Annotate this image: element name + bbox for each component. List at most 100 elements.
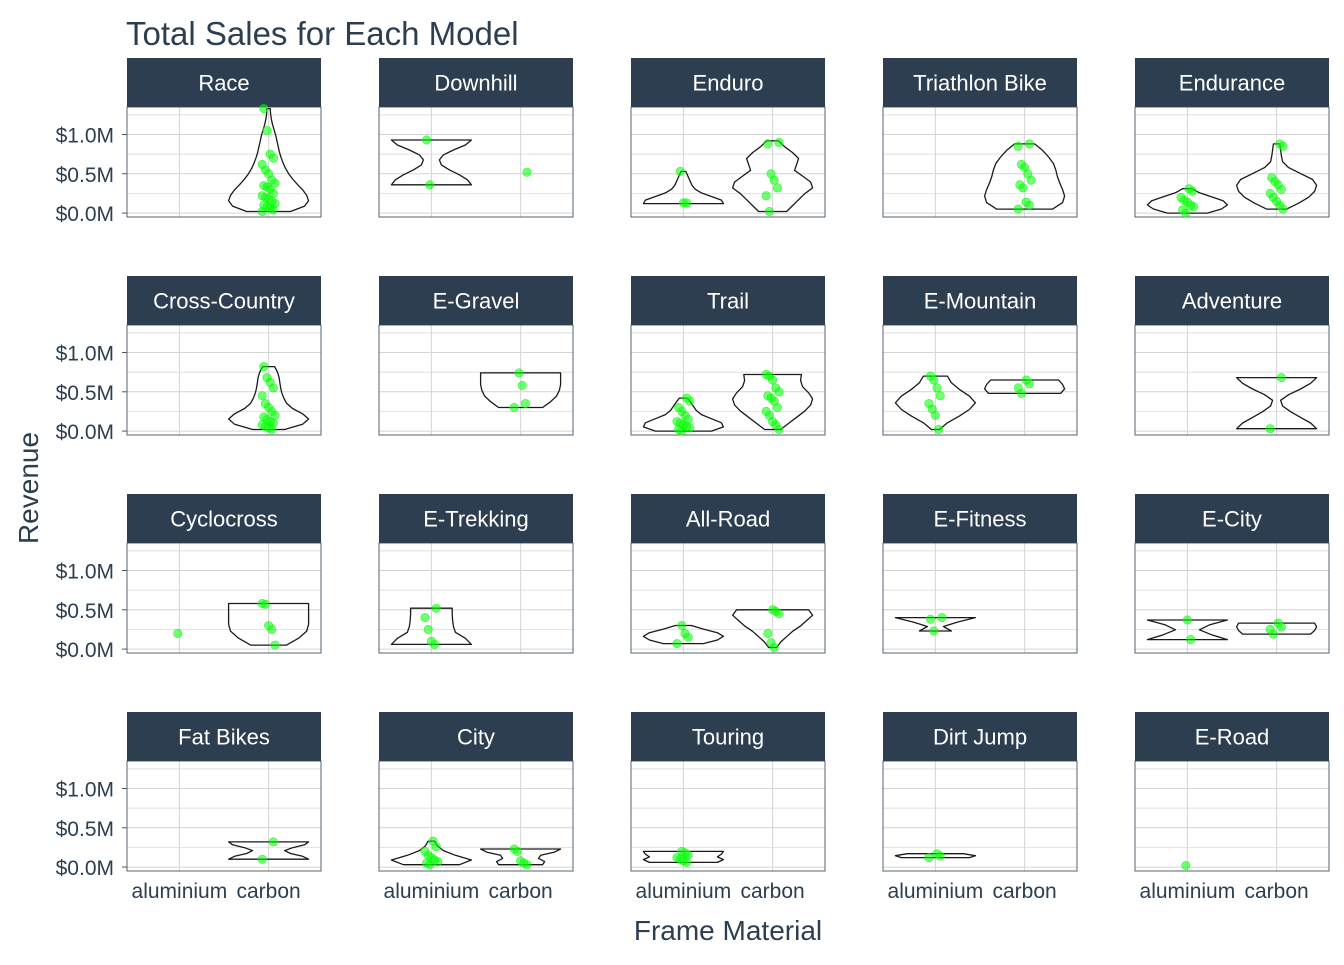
facet-strip-label: Endurance — [1179, 71, 1285, 96]
data-point — [1276, 373, 1286, 383]
data-point — [675, 166, 685, 176]
data-point — [1273, 618, 1283, 628]
data-point — [768, 605, 778, 615]
data-point — [677, 620, 687, 630]
violin-shape — [479, 848, 562, 866]
panel-background — [883, 107, 1077, 217]
facet-strip — [379, 712, 573, 761]
data-point — [270, 640, 280, 650]
facet-panel: Fat Bikes $0.0M $0.5M $1.0M aluminium carbon — [56, 712, 322, 903]
violin-shape — [479, 372, 562, 409]
data-point — [1265, 424, 1275, 434]
facet-strip-label: Fat Bikes — [178, 725, 270, 750]
violin-shape — [390, 607, 473, 646]
data-point — [766, 169, 776, 179]
data-point — [1178, 205, 1188, 215]
violin-shape — [1235, 622, 1318, 635]
x-tick-label: aluminium — [384, 880, 480, 903]
facet-panel: Trail — [630, 276, 826, 436]
violin-shape — [642, 624, 725, 645]
facet-panel: All-Road — [630, 494, 826, 654]
data-point — [423, 624, 433, 634]
data-point — [680, 628, 690, 638]
y-axis-label: Revenue — [13, 432, 44, 544]
y-tick-label: $1.0M — [56, 343, 114, 366]
data-point — [1013, 204, 1023, 214]
facet-strip-label: Touring — [692, 725, 764, 750]
violin-shape — [983, 143, 1066, 210]
data-point — [924, 399, 934, 409]
data-point — [516, 856, 526, 866]
panel-border — [630, 760, 826, 872]
panel-border — [378, 324, 574, 436]
data-point — [1024, 139, 1034, 149]
panel-background — [379, 543, 573, 653]
panel-border — [630, 542, 826, 654]
facet-strip-label: E-Fitness — [934, 507, 1027, 532]
data-point — [262, 373, 272, 383]
facet-strip — [883, 276, 1077, 325]
x-tick-label: aluminium — [1140, 880, 1236, 903]
facet-strip — [379, 58, 573, 107]
facet-panel: E-Fitness — [882, 494, 1078, 654]
facet-strip-label: City — [457, 725, 495, 750]
facet-strip-label: All-Road — [686, 507, 770, 532]
violin-shape — [894, 375, 977, 431]
data-point — [257, 598, 267, 608]
panel-border — [126, 324, 322, 436]
violin-shape — [1235, 376, 1318, 430]
data-point — [428, 836, 438, 846]
data-point — [1181, 860, 1191, 870]
violin-shape — [227, 841, 310, 860]
x-tick-label: carbon — [1245, 880, 1309, 903]
data-point — [678, 198, 688, 208]
data-point — [1182, 615, 1192, 625]
y-tick-label: $0.5M — [56, 818, 114, 841]
data-point — [677, 846, 687, 856]
facet-strip — [631, 712, 825, 761]
y-tick-label: $1.0M — [56, 561, 114, 584]
data-point — [932, 383, 942, 393]
panel-border — [1134, 542, 1330, 654]
data-point — [771, 383, 781, 393]
facet-strip — [883, 494, 1077, 543]
panel-border — [126, 760, 322, 872]
facet-panel: E-Trekking — [378, 494, 574, 654]
data-point — [1016, 159, 1026, 169]
data-point — [674, 402, 684, 412]
data-point — [761, 369, 771, 379]
data-point — [774, 137, 784, 147]
facet-panel: Adventure — [1134, 276, 1330, 436]
facet-panel: Enduro — [630, 58, 826, 218]
violin-shape — [390, 139, 473, 186]
panel-border — [126, 106, 322, 218]
facet-strip-label: Triathlon Bike — [913, 71, 1047, 96]
data-point — [929, 626, 939, 636]
data-point — [682, 393, 692, 403]
facet-strip — [631, 276, 825, 325]
facet-strip-label: Race — [198, 71, 249, 96]
data-point — [1275, 139, 1285, 149]
panel-background — [379, 325, 573, 435]
data-point — [259, 412, 269, 422]
facet-strip — [1135, 276, 1329, 325]
panel-background — [127, 761, 321, 871]
x-tick-label: carbon — [489, 880, 553, 903]
data-point — [262, 126, 272, 136]
data-point — [514, 368, 524, 378]
data-point — [259, 181, 269, 191]
panel-background — [379, 761, 573, 871]
panel-border — [882, 324, 1078, 436]
facet-strip — [127, 712, 321, 761]
data-point — [763, 391, 773, 401]
panel-border — [630, 106, 826, 218]
x-tick-label: aluminium — [636, 880, 732, 903]
violin-shape — [227, 365, 310, 431]
facet-strip-label: Cross-Country — [153, 289, 295, 314]
data-point — [937, 613, 947, 623]
panel-border — [378, 106, 574, 218]
facet-strip — [127, 276, 321, 325]
data-point — [932, 849, 942, 859]
violin-shape — [642, 850, 725, 864]
